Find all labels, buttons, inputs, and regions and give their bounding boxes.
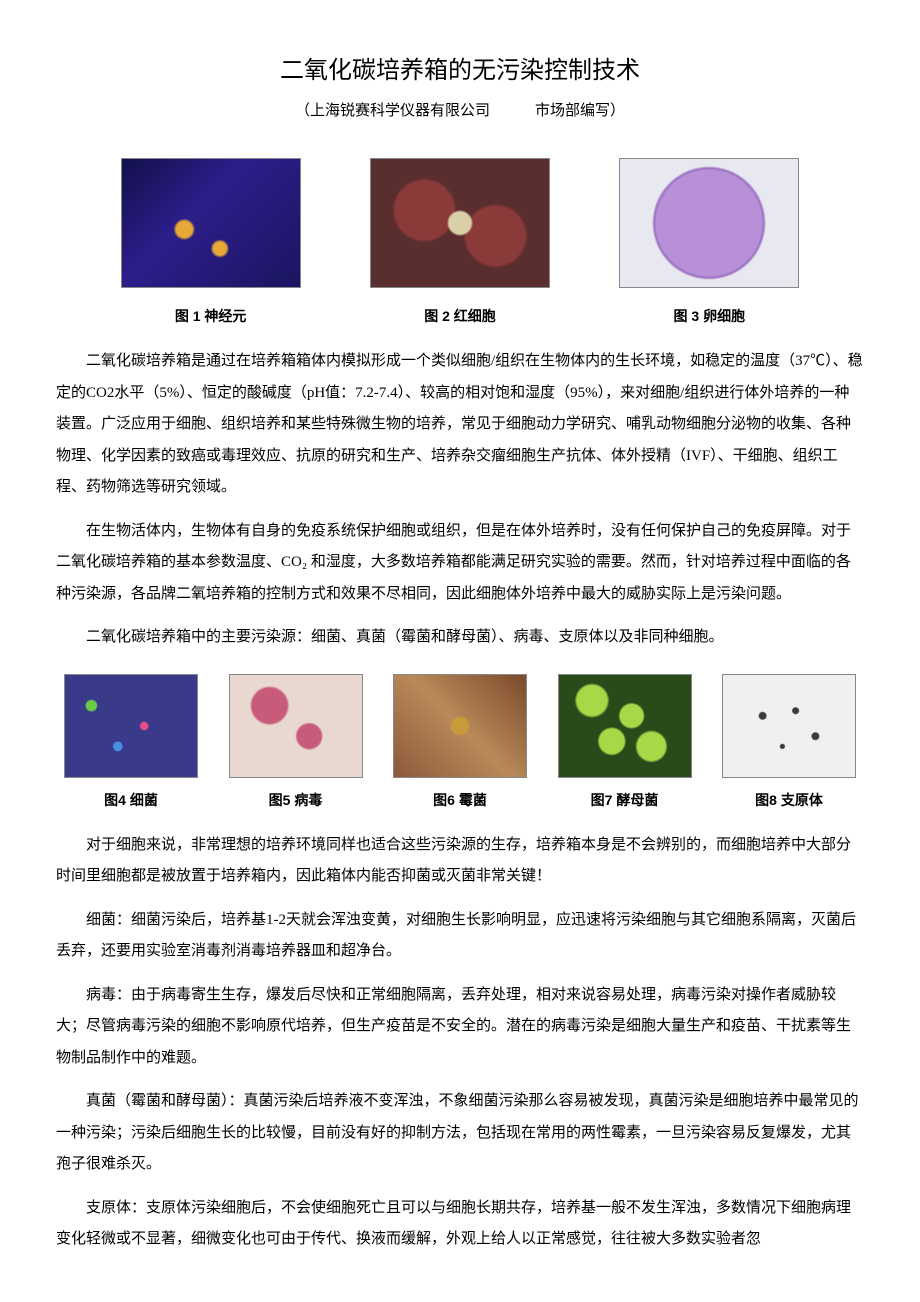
paragraph-5: 细菌：细菌污染后，培养基1-2天就会浑浊变黄，对细胞生长影响明显，应迅速将污染细… — [56, 905, 864, 968]
figure-8-image — [722, 674, 856, 778]
figure-6-caption: 图6 霉菌 — [433, 790, 487, 810]
page-title: 二氧化碳培养箱的无污染控制技术 — [56, 50, 864, 85]
figure-3: 图 3 卵细胞 — [619, 158, 799, 326]
figure-row-1: 图 1 神经元 图 2 红细胞 图 3 卵细胞 — [56, 158, 864, 326]
figure-3-image — [619, 158, 799, 288]
figure-6: 图6 霉菌 — [393, 674, 527, 810]
figure-1-image — [121, 158, 301, 288]
figure-6-image — [393, 674, 527, 778]
figure-1-caption: 图 1 神经元 — [175, 306, 247, 326]
paragraph-2: 在生物活体内，生物体有自身的免疫系统保护细胞或组织，但是在体外培养时，没有任何保… — [56, 516, 864, 611]
figure-4-caption: 图4 细菌 — [104, 790, 158, 810]
paragraph-1: 二氧化碳培养箱是通过在培养箱箱体内模拟形成一个类似细胞/组织在生物体内的生长环境… — [56, 346, 864, 504]
figure-8: 图8 支原体 — [722, 674, 856, 810]
figure-2: 图 2 红细胞 — [370, 158, 550, 326]
figure-row-2: 图4 细菌 图5 病毒 图6 霉菌 图7 酵母菌 图8 支原体 — [56, 674, 864, 810]
figure-3-caption: 图 3 卵细胞 — [674, 306, 746, 326]
figure-4: 图4 细菌 — [64, 674, 198, 810]
figure-5-image — [229, 674, 363, 778]
figure-4-image — [64, 674, 198, 778]
figure-2-image — [370, 158, 550, 288]
paragraph-3: 二氧化碳培养箱中的主要污染源：细菌、真菌（霉菌和酵母菌）、病毒、支原体以及非同种… — [56, 622, 864, 654]
figure-7-caption: 图7 酵母菌 — [591, 790, 659, 810]
paragraph-4: 对于细胞来说，非常理想的培养环境同样也适合这些污染源的生存，培养箱本身是不会辨别… — [56, 830, 864, 893]
paragraph-8: 支原体：支原体污染细胞后，不会使细胞死亡且可以与细胞长期共存，培养基一般不发生浑… — [56, 1193, 864, 1256]
figure-5: 图5 病毒 — [229, 674, 363, 810]
figure-8-caption: 图8 支原体 — [755, 790, 823, 810]
page-subtitle: （上海锐赛科学仪器有限公司 市场部编写） — [56, 99, 864, 120]
figure-2-caption: 图 2 红细胞 — [424, 306, 496, 326]
figure-1: 图 1 神经元 — [121, 158, 301, 326]
paragraph-6: 病毒：由于病毒寄生生存，爆发后尽快和正常细胞隔离，丢弃处理，相对来说容易处理，病… — [56, 980, 864, 1075]
figure-5-caption: 图5 病毒 — [269, 790, 323, 810]
figure-7: 图7 酵母菌 — [558, 674, 692, 810]
figure-7-image — [558, 674, 692, 778]
paragraph-7: 真菌（霉菌和酵母菌）：真菌污染后培养液不变浑浊，不象细菌污染那么容易被发现，真菌… — [56, 1086, 864, 1181]
